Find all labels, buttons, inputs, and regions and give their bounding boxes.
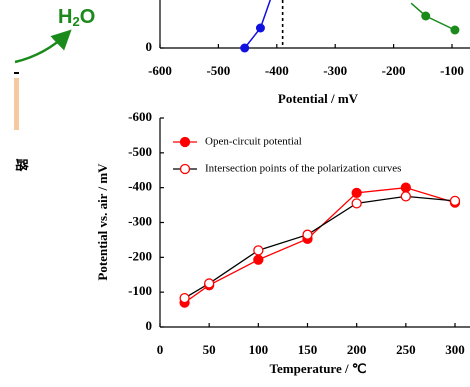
arrow — [14, 29, 72, 64]
y-tick-label: -600 — [128, 109, 152, 124]
x-axis-label: Temperature / ℃ — [270, 361, 367, 376]
legend-marker — [179, 136, 191, 148]
y-tick-label: -100 — [128, 283, 152, 298]
x-tick-label: -100 — [440, 63, 464, 78]
sub: 2 — [72, 14, 79, 29]
point — [253, 254, 264, 265]
point — [351, 198, 362, 209]
y-tick-label: -200 — [128, 248, 152, 263]
x-tick-label: 150 — [298, 342, 318, 357]
x-tick-label: -300 — [323, 63, 347, 78]
h2o-label: H2O — [58, 6, 95, 29]
point — [400, 191, 411, 202]
x-axis-label: Potential / mV — [278, 91, 359, 106]
y-tick-label: -500 — [128, 144, 152, 159]
o: O — [80, 6, 96, 28]
legend-marker — [179, 163, 191, 175]
line — [410, 2, 456, 31]
line — [184, 187, 456, 304]
x-tick-label: 200 — [347, 342, 367, 357]
x-tick-label: 300 — [445, 342, 465, 357]
point — [421, 11, 431, 21]
point — [450, 25, 460, 35]
x-tick-label: 50 — [203, 342, 216, 357]
y-tick-label: -300 — [128, 213, 152, 228]
point — [179, 292, 190, 304]
point — [253, 245, 264, 256]
bar-decoration — [14, 78, 19, 130]
line — [244, 0, 272, 49]
h: H — [58, 6, 72, 28]
side-char: 路 — [14, 158, 29, 172]
legend-label: Open-circuit potential — [205, 136, 302, 148]
x-tick-label: 0 — [157, 342, 164, 357]
x-tick-label: -500 — [206, 63, 230, 78]
x-tick-label: -600 — [148, 63, 172, 78]
point — [400, 182, 411, 193]
point — [351, 187, 362, 199]
x-tick-label: -200 — [382, 63, 406, 78]
point — [449, 195, 461, 207]
point — [302, 229, 313, 240]
y-tick-label: 0 — [146, 39, 153, 54]
legend-label: Intersection points of the polarization … — [205, 163, 401, 175]
x-tick-label: 250 — [396, 342, 416, 357]
y-tick-label: 0 — [146, 318, 153, 333]
point — [204, 278, 215, 289]
y-axis-label: Potential vs. air / mV — [95, 163, 110, 281]
y-tick-label: -400 — [128, 179, 152, 194]
x-tick-label: 100 — [249, 342, 269, 357]
line — [184, 195, 456, 299]
point — [255, 23, 265, 33]
x-tick-label: -400 — [265, 63, 289, 78]
plot-area — [240, 0, 460, 53]
point — [240, 43, 250, 53]
